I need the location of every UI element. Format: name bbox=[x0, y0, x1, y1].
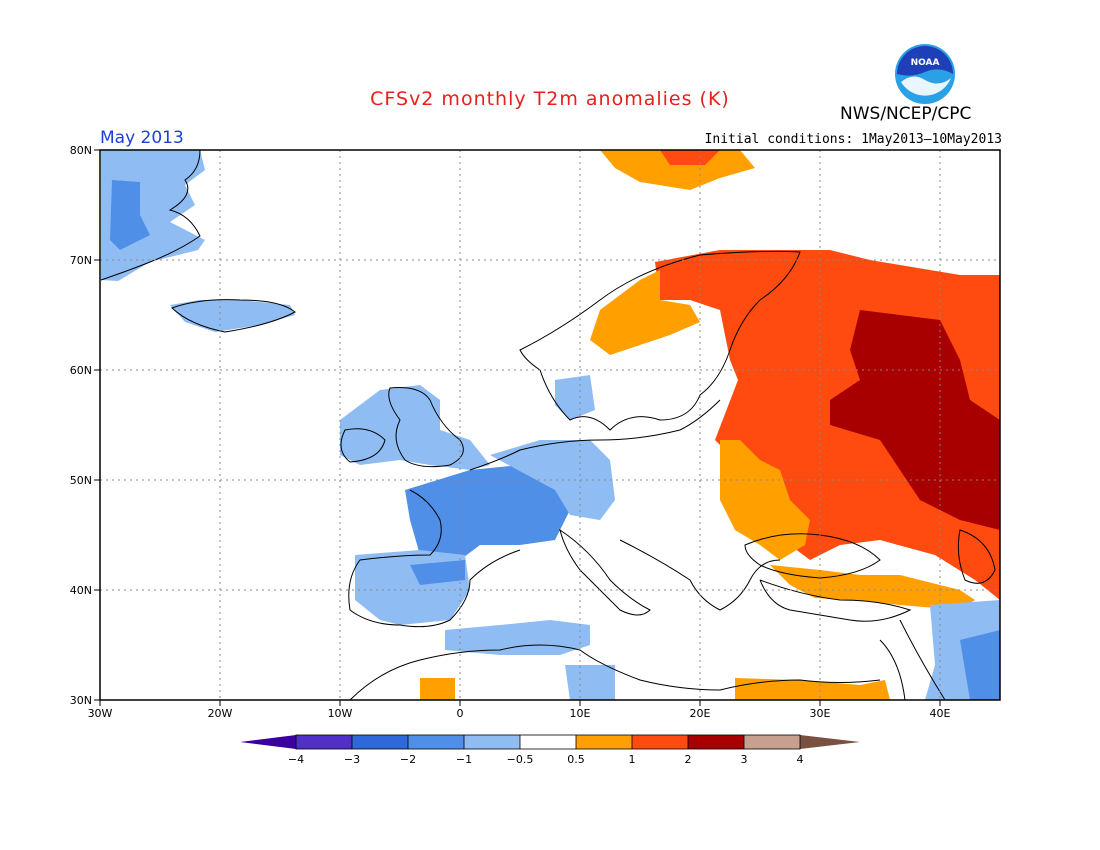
anomaly-patch-baltic-blue bbox=[555, 375, 595, 420]
map-title: CFSv2 monthly T2m anomalies (K) bbox=[370, 88, 730, 110]
lon-label: 20W bbox=[208, 707, 233, 720]
anomaly-patch-germany bbox=[490, 440, 615, 520]
colorbar-label: −0.5 bbox=[507, 753, 534, 766]
lat-label: 30N bbox=[70, 694, 92, 707]
lat-label: 70N bbox=[70, 254, 92, 267]
lon-label: 10W bbox=[328, 707, 353, 720]
colorbar-segment bbox=[744, 735, 800, 749]
lon-label: 40E bbox=[930, 707, 951, 720]
anomaly-patch-turkey-orange bbox=[770, 565, 975, 610]
anomaly-patch-north-africa bbox=[445, 620, 590, 655]
colorbar-label: 1 bbox=[629, 753, 636, 766]
lon-label: 30E bbox=[810, 707, 831, 720]
colorbar-label: −4 bbox=[288, 753, 304, 766]
lat-label: 40N bbox=[70, 584, 92, 597]
tick-marks bbox=[94, 149, 941, 706]
anomaly-patch-arabia bbox=[925, 600, 1000, 700]
lon-label: 30W bbox=[88, 707, 113, 720]
colorbar-segment bbox=[408, 735, 464, 749]
anomaly-patch-ukraine-orange bbox=[720, 440, 810, 560]
anomaly-patch-iberia bbox=[355, 550, 470, 625]
map-frame bbox=[99, 149, 1001, 701]
colorbar-segment bbox=[352, 735, 408, 749]
month-label: May 2013 bbox=[100, 128, 184, 148]
anomaly-patch-libya bbox=[565, 665, 615, 700]
anomaly-patch-levant-orange bbox=[735, 678, 890, 700]
lat-label: 50N bbox=[70, 474, 92, 487]
anomaly-fills bbox=[101, 150, 1000, 700]
colorbar-right-arrow bbox=[800, 735, 860, 749]
colorbar-label: −1 bbox=[456, 753, 472, 766]
lon-label: 10E bbox=[570, 707, 591, 720]
anomaly-patch-russia-dark bbox=[830, 310, 1000, 530]
anomaly-patch-greenland-strong bbox=[110, 180, 150, 250]
grid-lines bbox=[100, 150, 1000, 700]
anomaly-patch-svalbard bbox=[600, 150, 755, 190]
colorbar-label: −2 bbox=[400, 753, 416, 766]
anomaly-patch-svalbard-red bbox=[660, 150, 720, 165]
coastlines bbox=[100, 149, 996, 701]
colorbar-label: 3 bbox=[741, 753, 748, 766]
lat-label: 60N bbox=[70, 364, 92, 377]
lon-label: 0 bbox=[457, 707, 464, 720]
anomaly-patch-greenland bbox=[101, 150, 205, 281]
colorbar-segment bbox=[688, 735, 744, 749]
lon-label: 20E bbox=[690, 707, 711, 720]
colorbar-segment bbox=[632, 735, 688, 749]
colorbar-segment bbox=[464, 735, 520, 749]
colorbar-label: 2 bbox=[685, 753, 692, 766]
initial-conditions-label: Initial conditions: 1May2013–10May2013 bbox=[704, 132, 1002, 147]
logo-text: NOAA bbox=[911, 58, 940, 68]
anomaly-patch-uk bbox=[340, 385, 490, 470]
anomaly-patch-iceland bbox=[170, 300, 295, 332]
colorbar-left-arrow bbox=[240, 735, 296, 749]
anomaly-patch-arabia-strong bbox=[960, 630, 1000, 700]
colorbar-segment bbox=[576, 735, 632, 749]
colorbar-label: 4 bbox=[797, 753, 804, 766]
anomaly-patch-russia bbox=[655, 250, 1000, 600]
lat-label: 80N bbox=[70, 144, 92, 157]
colorbar-label: 0.5 bbox=[567, 753, 585, 766]
colorbar: −4 −3 −2 −1 −0.5 0.5 1 2 3 4 bbox=[240, 734, 860, 766]
colorbar-segment bbox=[296, 735, 352, 749]
noaa-logo-icon: NOAA bbox=[895, 44, 955, 104]
colorbar-label: −3 bbox=[344, 753, 360, 766]
anomaly-patch-france bbox=[405, 465, 570, 560]
anomaly-patch-iberia-strong bbox=[410, 560, 465, 585]
agency-label: NWS/NCEP/CPC bbox=[840, 104, 972, 124]
colorbar-segment bbox=[520, 735, 576, 749]
anomaly-patch-scandinavia-orange bbox=[590, 270, 700, 355]
anomaly-patch-sahara-orange bbox=[420, 678, 455, 700]
